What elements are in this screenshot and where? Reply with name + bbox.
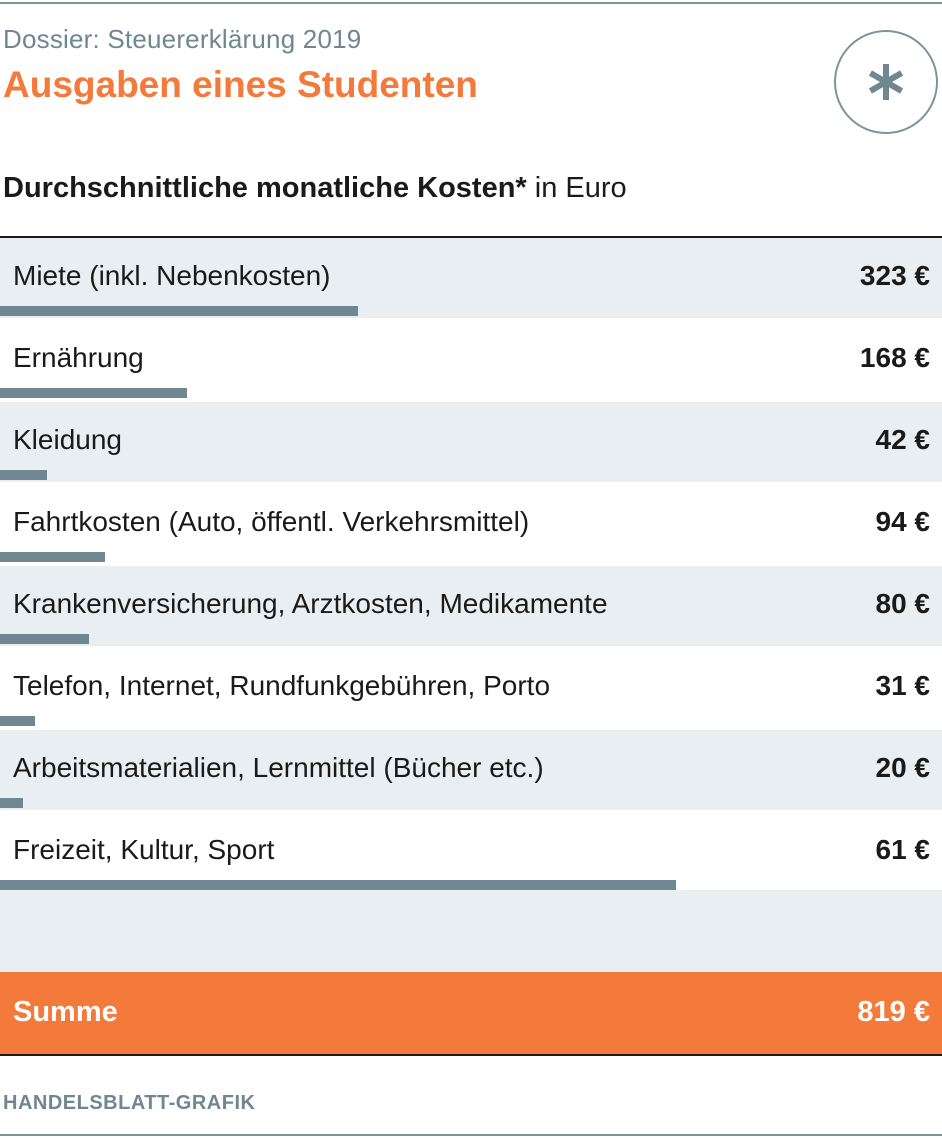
- value-bar: [0, 306, 358, 316]
- category-label: Fahrtkosten (Auto, öffentl. Verkehrsmitt…: [13, 506, 530, 537]
- table-row: Miete (inkl. Nebenkosten) 323 €: [0, 238, 942, 320]
- expense-rows: Miete (inkl. Nebenkosten) 323 € Ernährung 1…: [0, 238, 942, 894]
- value-label: 20 €: [875, 752, 931, 783]
- asterisk-logo-icon: [834, 30, 938, 134]
- subtitle-unit: in Euro: [526, 172, 627, 204]
- category-label: Freizeit, Kultur, Sport: [13, 834, 275, 865]
- category-label: Ernährung: [13, 342, 144, 373]
- header-rule: [0, 236, 942, 238]
- category-label: Arbeitsmaterialien, Lernmittel (Bücher e…: [13, 752, 544, 783]
- subtitle-bold: Durchschnittliche monatliche Kosten*: [3, 172, 527, 204]
- category-label: Miete (inkl. Nebenkosten): [13, 260, 331, 291]
- value-label: 80 €: [875, 588, 931, 619]
- value-bar: [0, 388, 187, 398]
- bottom-rule: [0, 1134, 942, 1136]
- total-label: Summe: [13, 996, 118, 1028]
- dossier-kicker: Dossier: Steuererklärung 2019: [3, 24, 362, 54]
- table-row: Krankenversicherung, Arztkosten, Medikam…: [0, 566, 942, 648]
- table-row: Arbeitsmaterialien, Lernmittel (Bücher e…: [0, 730, 942, 812]
- table-row: Fahrtkosten (Auto, öffentl. Verkehrsmitt…: [0, 484, 942, 566]
- table-row: Kleidung 42 €: [0, 402, 942, 484]
- value-bar: [0, 716, 35, 726]
- category-label: Krankenversicherung, Arztkosten, Medikam…: [13, 588, 608, 619]
- table-row: Freizeit, Kultur, Sport 61 €: [0, 812, 942, 894]
- table-filler: [0, 890, 942, 972]
- value-label: 31 €: [875, 670, 931, 701]
- value-label: 42 €: [875, 424, 931, 455]
- chart-title: Ausgaben eines Studenten: [3, 64, 478, 105]
- source-credit: HANDELSBLATT-GRAFIK: [3, 1092, 256, 1114]
- total-row: Summe 819 €: [0, 972, 942, 1054]
- total-rule: [0, 1054, 942, 1056]
- category-label: Telefon, Internet, Rundfunkgebühren, Por…: [13, 670, 551, 701]
- value-label: 168 €: [859, 342, 930, 373]
- table-row: Telefon, Internet, Rundfunkgebühren, Por…: [0, 648, 942, 730]
- value-label: 61 €: [875, 834, 931, 865]
- value-label: 94 €: [875, 506, 931, 537]
- total-value: 819 €: [857, 996, 930, 1028]
- chart-subtitle: Durchschnittliche monatliche Kosten* in …: [3, 172, 627, 205]
- category-label: Kleidung: [13, 424, 122, 455]
- value-bar: [0, 552, 105, 562]
- table-row: Ernährung 168 €: [0, 320, 942, 402]
- value-bar: [0, 880, 676, 890]
- value-bar: [0, 634, 89, 644]
- value-bar: [0, 798, 23, 808]
- value-label: 323 €: [859, 260, 930, 291]
- value-bar: [0, 470, 47, 480]
- top-rule: [0, 2, 942, 4]
